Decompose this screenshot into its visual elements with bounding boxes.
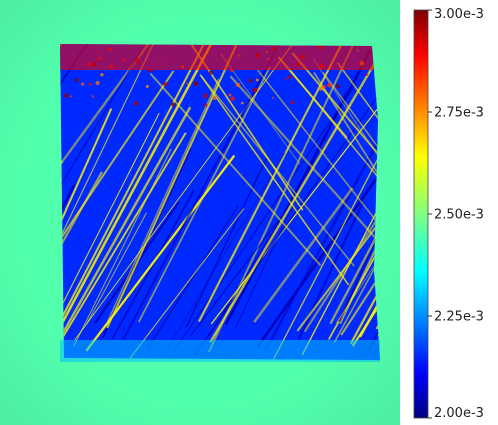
colorbar-tick-label: 3.00e-3 (434, 7, 484, 22)
colorbar-tick-label: 2.25e-3 (434, 310, 484, 325)
colorbar: 3.00e-3 2.75e-3 2.50e-3 2.25e-3 2.00e-3 (413, 7, 484, 421)
streak (397, 227, 473, 348)
colorbar-tick-label: 2.00e-3 (434, 406, 484, 421)
colorbar-gradient (413, 9, 429, 419)
heatmap-shading (0, 0, 400, 425)
colorbar-tick-label: 2.75e-3 (434, 106, 484, 121)
colorbar-tick-label: 2.50e-3 (434, 208, 484, 223)
colorbar-ticks: 3.00e-3 2.75e-3 2.50e-3 2.25e-3 2.00e-3 (428, 7, 484, 421)
